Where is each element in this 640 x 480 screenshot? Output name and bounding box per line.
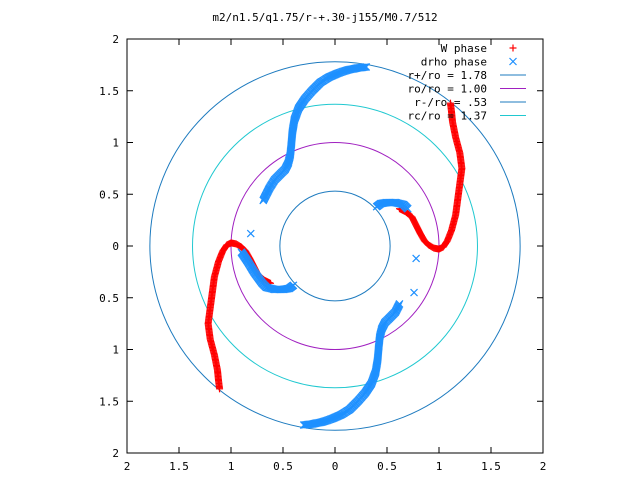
drho-phase-series (237, 63, 421, 429)
drho-phase-point (403, 204, 412, 213)
reference-circle (192, 103, 478, 389)
reference-circle (149, 61, 521, 431)
w-phase-point (446, 99, 454, 107)
x-tick-label: 0.5 (273, 460, 293, 473)
x-tick-label: 1.5 (169, 460, 189, 473)
legend-label: ro/ro = 1.00 (408, 83, 487, 96)
x-tick-label: 0 (332, 460, 339, 473)
legend-marker (509, 57, 517, 66)
y-tick-label: 0.5 (99, 188, 119, 201)
x-tick-label: 1 (228, 460, 235, 473)
y-tick-label: 1 (112, 344, 119, 357)
legend-label: rc/ro = 1.37 (408, 110, 487, 123)
y-tick-label: 1 (112, 137, 119, 150)
drho-phase-point (395, 300, 404, 308)
y-tick-label: 2 (112, 447, 119, 460)
y-tick-label: 0.5 (99, 292, 119, 305)
y-tick-label: 1.5 (99, 85, 119, 98)
legend-label: W phase (441, 42, 487, 55)
axes: 2 1.5 1 0.5 0 0.5 1 1.5 221.510.500.511.52 (99, 33, 546, 473)
drho-phase-point (237, 248, 246, 257)
w-phase-series (204, 99, 466, 393)
data-points (204, 63, 466, 429)
x-tick-label: 1.5 (481, 460, 501, 473)
reference-circle (279, 190, 391, 302)
drho-phase-point (246, 229, 255, 238)
legend-label: r-/ro = .53 (414, 96, 487, 109)
x-tick-label: 2 (124, 460, 131, 473)
y-tick-label: 0 (112, 240, 119, 253)
legend-marker (509, 44, 517, 52)
drho-phase-point (412, 254, 421, 263)
y-tick-label: 1.5 (99, 395, 119, 408)
legend-label: r+/ro = 1.78 (408, 69, 487, 82)
y-tick-label: 2 (112, 33, 119, 46)
x-tick-label: 2 (540, 460, 547, 473)
reference-circle (230, 142, 440, 350)
drho-phase-point (410, 288, 418, 297)
chart-title: m2/n1.5/q1.75/r-+.30-j155/M0.7/512 (212, 11, 437, 24)
x-tick-label: 1 (436, 460, 443, 473)
drho-phase-point (259, 196, 268, 205)
w-phase-point (216, 385, 224, 393)
x-tick-label: 0.5 (377, 460, 397, 473)
legend-label: drho phase (421, 56, 487, 69)
